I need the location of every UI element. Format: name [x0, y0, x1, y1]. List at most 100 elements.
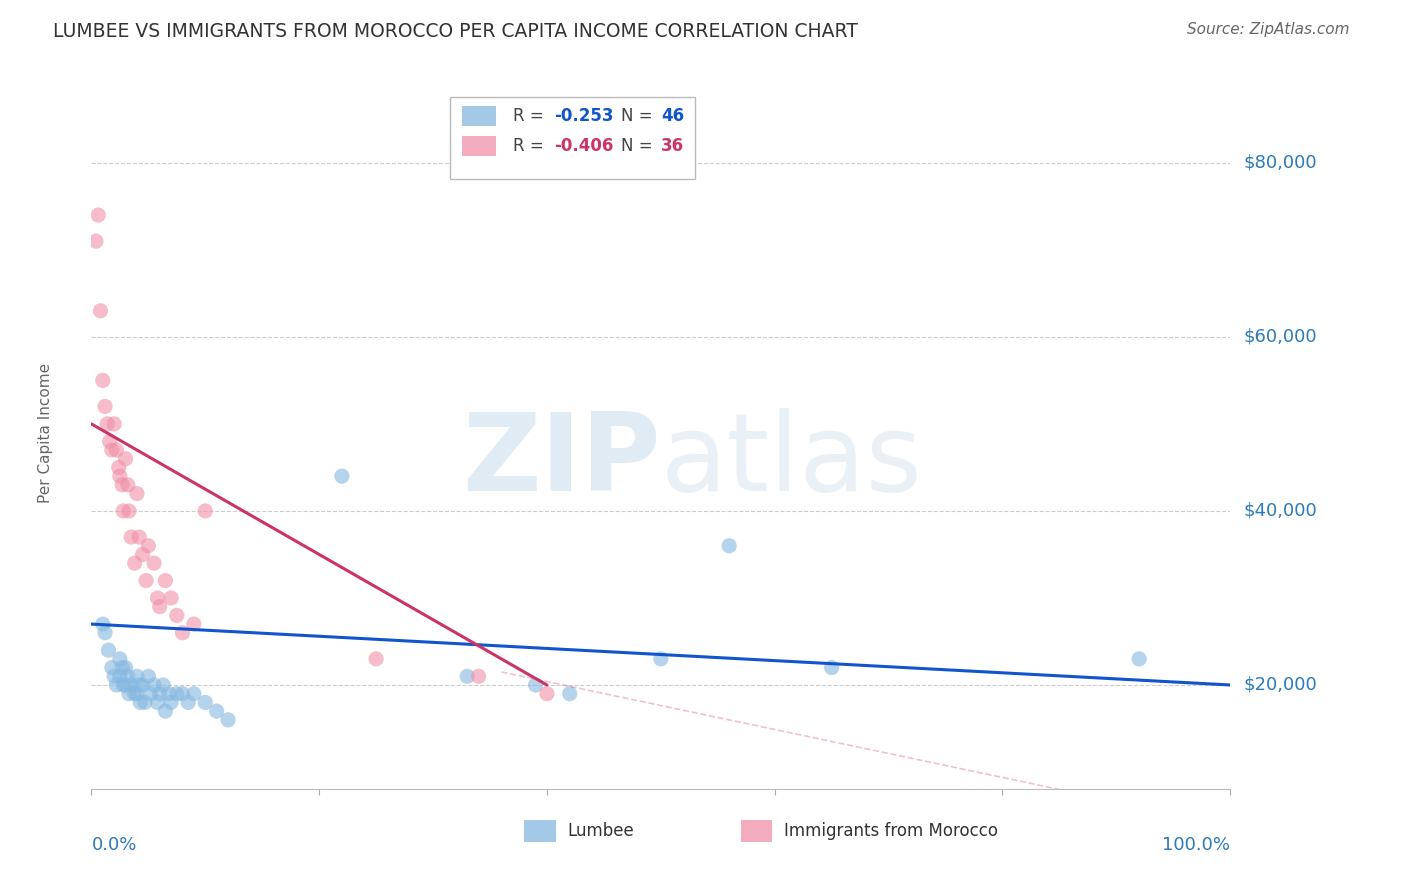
Point: [821, 660, 844, 674]
Text: Lumbee: Lumbee: [568, 822, 634, 839]
Bar: [524, 820, 555, 841]
Text: R =: R =: [513, 136, 548, 154]
Point: [524, 678, 547, 692]
Point: [149, 599, 172, 614]
Point: [172, 687, 194, 701]
Text: $80,000: $80,000: [1244, 153, 1317, 172]
Point: [146, 591, 169, 605]
Point: [177, 695, 200, 709]
Point: [118, 687, 141, 701]
Point: [139, 687, 162, 701]
Point: [149, 687, 172, 701]
Text: ZIP: ZIP: [463, 409, 661, 514]
Text: N =: N =: [621, 107, 658, 125]
Point: [120, 678, 142, 692]
Point: [330, 469, 353, 483]
Point: [160, 695, 183, 709]
Point: [138, 669, 160, 683]
Point: [456, 669, 478, 683]
Text: -0.406: -0.406: [554, 136, 613, 154]
Point: [205, 704, 228, 718]
Point: [103, 669, 125, 683]
Point: [105, 678, 128, 692]
Point: [112, 504, 135, 518]
Text: Immigrants from Morocco: Immigrants from Morocco: [783, 822, 998, 839]
Bar: [741, 820, 772, 841]
Point: [87, 208, 110, 222]
Text: 0.0%: 0.0%: [91, 836, 136, 854]
Text: Per Capita Income: Per Capita Income: [38, 362, 53, 503]
Bar: [461, 136, 496, 156]
Point: [94, 400, 117, 414]
Point: [125, 486, 148, 500]
Point: [157, 687, 180, 701]
Point: [114, 451, 136, 466]
FancyBboxPatch shape: [450, 97, 695, 179]
Point: [718, 539, 741, 553]
Point: [172, 625, 194, 640]
Text: LUMBEE VS IMMIGRANTS FROM MOROCCO PER CAPITA INCOME CORRELATION CHART: LUMBEE VS IMMIGRANTS FROM MOROCCO PER CA…: [53, 22, 858, 41]
Point: [146, 695, 169, 709]
Point: [143, 678, 166, 692]
Point: [160, 591, 183, 605]
Point: [183, 687, 205, 701]
Point: [135, 574, 157, 588]
Point: [97, 643, 120, 657]
Point: [124, 687, 146, 701]
Point: [101, 443, 124, 458]
Point: [131, 678, 153, 692]
Text: atlas: atlas: [661, 409, 922, 514]
Point: [650, 652, 672, 666]
Point: [166, 608, 188, 623]
Point: [108, 469, 131, 483]
Point: [152, 678, 174, 692]
Text: N =: N =: [621, 136, 658, 154]
Point: [124, 556, 146, 570]
Point: [111, 478, 134, 492]
Point: [108, 669, 131, 683]
Point: [129, 695, 152, 709]
Point: [155, 574, 177, 588]
Point: [134, 695, 156, 709]
Point: [108, 652, 131, 666]
Point: [558, 687, 581, 701]
Point: [143, 556, 166, 570]
Point: [98, 434, 121, 449]
Point: [89, 303, 111, 318]
Point: [111, 660, 134, 674]
Text: -0.253: -0.253: [554, 107, 613, 125]
Point: [117, 478, 139, 492]
Point: [1128, 652, 1150, 666]
Point: [467, 669, 489, 683]
Point: [84, 234, 107, 248]
Point: [94, 625, 117, 640]
Point: [91, 617, 114, 632]
Text: Source: ZipAtlas.com: Source: ZipAtlas.com: [1187, 22, 1350, 37]
Text: 36: 36: [661, 136, 683, 154]
Point: [118, 504, 141, 518]
Point: [107, 460, 129, 475]
Point: [131, 548, 153, 562]
Point: [114, 678, 136, 692]
Point: [120, 530, 142, 544]
Text: 46: 46: [661, 107, 683, 125]
Point: [217, 713, 239, 727]
Point: [138, 539, 160, 553]
Point: [194, 504, 217, 518]
Point: [103, 417, 125, 431]
Point: [125, 687, 148, 701]
Point: [128, 530, 150, 544]
Point: [155, 704, 177, 718]
Point: [166, 687, 188, 701]
Text: $20,000: $20,000: [1244, 676, 1317, 694]
Bar: [461, 106, 496, 126]
Point: [101, 660, 124, 674]
Point: [96, 417, 118, 431]
Point: [536, 687, 558, 701]
Point: [183, 617, 205, 632]
Point: [117, 669, 139, 683]
Point: [105, 443, 128, 458]
Point: [125, 669, 148, 683]
Point: [128, 678, 150, 692]
Text: 100.0%: 100.0%: [1163, 836, 1230, 854]
